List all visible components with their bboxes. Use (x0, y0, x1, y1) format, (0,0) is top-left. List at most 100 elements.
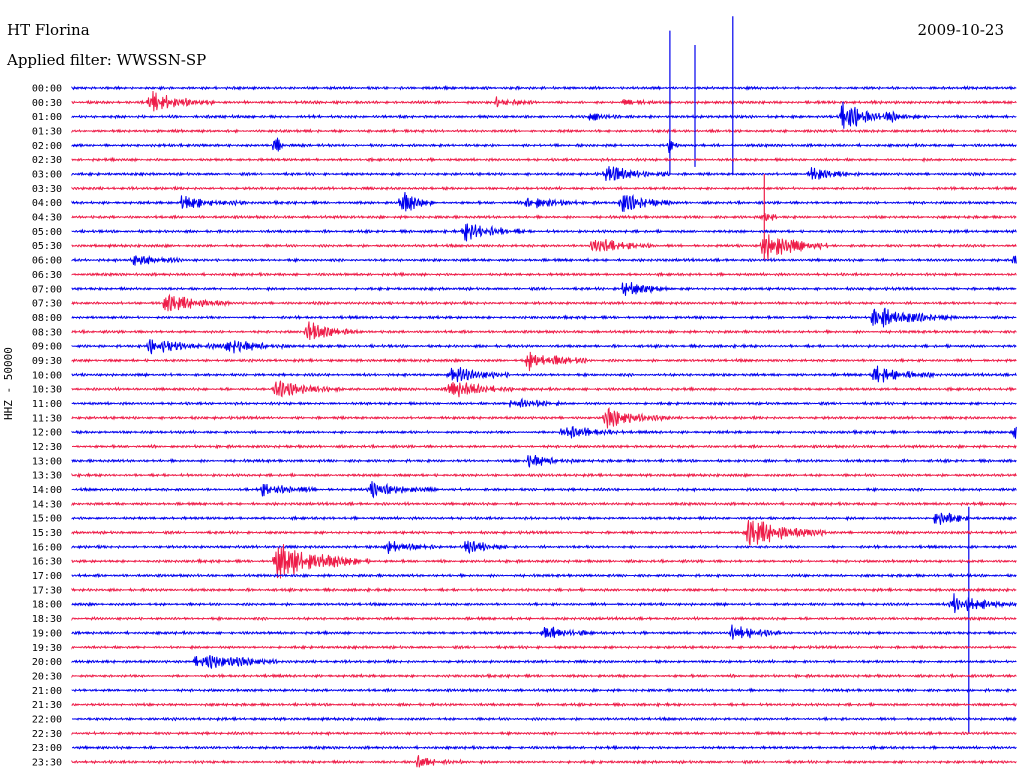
row-label: 20:00 (32, 657, 62, 668)
trace-row (71, 407, 1017, 429)
trace-row (71, 512, 1017, 525)
row-label: 23:00 (32, 743, 62, 754)
trace-row (72, 443, 1017, 450)
station-title: HT Florina (7, 21, 90, 39)
trace-row (71, 166, 1017, 181)
row-label: 01:00 (32, 112, 62, 123)
trace-row (71, 128, 1017, 135)
trace-row (71, 351, 1017, 372)
row-label: 23:30 (32, 757, 62, 768)
row-label: 05:00 (32, 227, 62, 238)
row-label: 10:30 (32, 385, 62, 396)
trace-row (71, 644, 1017, 651)
row-label: 19:30 (32, 643, 62, 654)
row-label: 08:30 (32, 327, 62, 338)
trace-row (71, 755, 1017, 768)
trace-row (71, 572, 1017, 579)
row-label: 02:00 (32, 141, 62, 152)
row-label: 16:30 (32, 557, 62, 568)
row-label: 09:00 (32, 342, 62, 353)
row-label: 00:00 (32, 84, 62, 95)
row-label: 22:00 (32, 714, 62, 725)
row-label: 08:00 (32, 313, 62, 324)
row-label: 01:30 (32, 127, 62, 138)
row-label: 16:00 (32, 542, 62, 553)
trace-row (71, 544, 1017, 579)
row-label: 11:00 (32, 399, 62, 410)
trace-row (71, 654, 1017, 669)
date-label: 2009-10-23 (917, 21, 1004, 39)
row-label: 03:30 (32, 184, 62, 195)
trace-row (71, 715, 1017, 723)
trace-row (71, 481, 1017, 499)
trace-row (71, 365, 1017, 383)
row-label: 15:00 (32, 514, 62, 525)
trace-row (71, 615, 1017, 622)
row-label: 09:30 (32, 356, 62, 367)
row-label: 11:30 (32, 413, 62, 424)
row-label: 02:30 (32, 155, 62, 166)
filter-subtitle: Applied filter: WWSSN-SP (7, 51, 207, 69)
row-label: 03:00 (32, 170, 62, 181)
row-label: 14:30 (32, 499, 62, 510)
trace-row (71, 137, 1017, 154)
row-label: 04:00 (32, 198, 62, 209)
trace-row (71, 101, 1017, 129)
row-label: 12:30 (32, 442, 62, 453)
trace-row (71, 454, 1017, 468)
row-label: 06:00 (32, 256, 62, 267)
trace-row (71, 339, 1017, 355)
trace-row (71, 397, 1017, 408)
row-label: 07:00 (32, 284, 62, 295)
row-label: 20:30 (32, 671, 62, 682)
row-label: 12:00 (32, 428, 62, 439)
row-label: 15:30 (32, 528, 62, 539)
trace-row (71, 701, 1017, 708)
trace-row (71, 185, 1017, 192)
seismic-traces (71, 16, 1017, 768)
row-label: 04:30 (32, 213, 62, 224)
row-labels: 00:00 00:30 01:00 01:30 02:00 02:30 03:00 03:30… (32, 84, 62, 769)
trace-row (71, 520, 1017, 546)
row-label: 13:00 (32, 456, 62, 467)
trace-row (71, 271, 1017, 278)
trace-row (71, 84, 1017, 92)
trace-row (71, 540, 1017, 555)
trace-row (71, 730, 1017, 737)
trace-row (71, 90, 1017, 112)
row-label: 00:30 (32, 98, 62, 109)
trace-row (71, 321, 1017, 341)
trace-row (71, 293, 1017, 312)
trace-row (71, 234, 1017, 260)
trace-row (71, 254, 1017, 266)
trace-row (71, 282, 1017, 296)
trace-row (71, 380, 1017, 398)
row-label: 07:30 (32, 299, 62, 310)
row-label: 05:30 (32, 241, 62, 252)
row-label: 21:00 (32, 686, 62, 697)
trace-row (71, 156, 1017, 163)
row-label: 17:00 (32, 571, 62, 582)
trace-row (71, 500, 1017, 507)
trace-row (71, 192, 1017, 212)
trace-row (71, 672, 1017, 680)
trace-row (71, 213, 1017, 222)
trace-row (71, 586, 1017, 594)
row-label: 18:00 (32, 600, 62, 611)
row-label: 17:30 (32, 585, 62, 596)
trace-row (71, 593, 1017, 614)
row-label: 21:30 (32, 700, 62, 711)
row-label: 13:30 (32, 471, 62, 482)
trace-row (71, 425, 1017, 439)
row-label: 19:00 (32, 628, 62, 639)
trace-row (71, 307, 1017, 328)
trace-row (71, 624, 1017, 640)
row-label: 06:30 (32, 270, 62, 281)
trace-row (71, 687, 1017, 694)
trace-row (71, 744, 1017, 751)
row-label: 14:00 (32, 485, 62, 496)
row-label: 10:00 (32, 370, 62, 381)
trace-row (71, 472, 1017, 479)
row-label: 18:30 (32, 614, 62, 625)
